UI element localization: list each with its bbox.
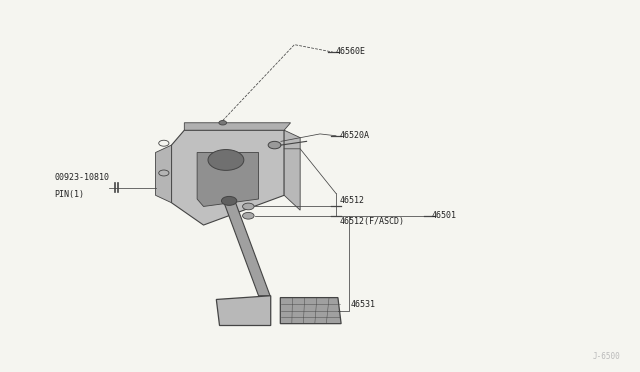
Text: 46512: 46512 <box>339 196 364 205</box>
Polygon shape <box>216 296 271 326</box>
Circle shape <box>219 121 227 125</box>
Circle shape <box>268 141 281 149</box>
Polygon shape <box>172 130 284 225</box>
Circle shape <box>208 150 244 170</box>
Text: 46512(F/ASCD): 46512(F/ASCD) <box>339 217 404 225</box>
Polygon shape <box>223 201 270 296</box>
Polygon shape <box>284 130 300 210</box>
Polygon shape <box>156 145 172 203</box>
Polygon shape <box>184 123 291 130</box>
Text: J-6500: J-6500 <box>593 352 621 361</box>
Circle shape <box>221 196 237 205</box>
Text: 00923-10810: 00923-10810 <box>54 173 109 182</box>
Text: 46560E: 46560E <box>336 47 366 56</box>
Text: 46520A: 46520A <box>339 131 369 140</box>
Text: 46531: 46531 <box>351 300 376 309</box>
Circle shape <box>243 203 254 210</box>
Text: 46501: 46501 <box>432 211 457 220</box>
Polygon shape <box>197 153 259 206</box>
Text: PIN(1): PIN(1) <box>54 190 84 199</box>
Polygon shape <box>280 298 341 324</box>
Circle shape <box>243 212 254 219</box>
